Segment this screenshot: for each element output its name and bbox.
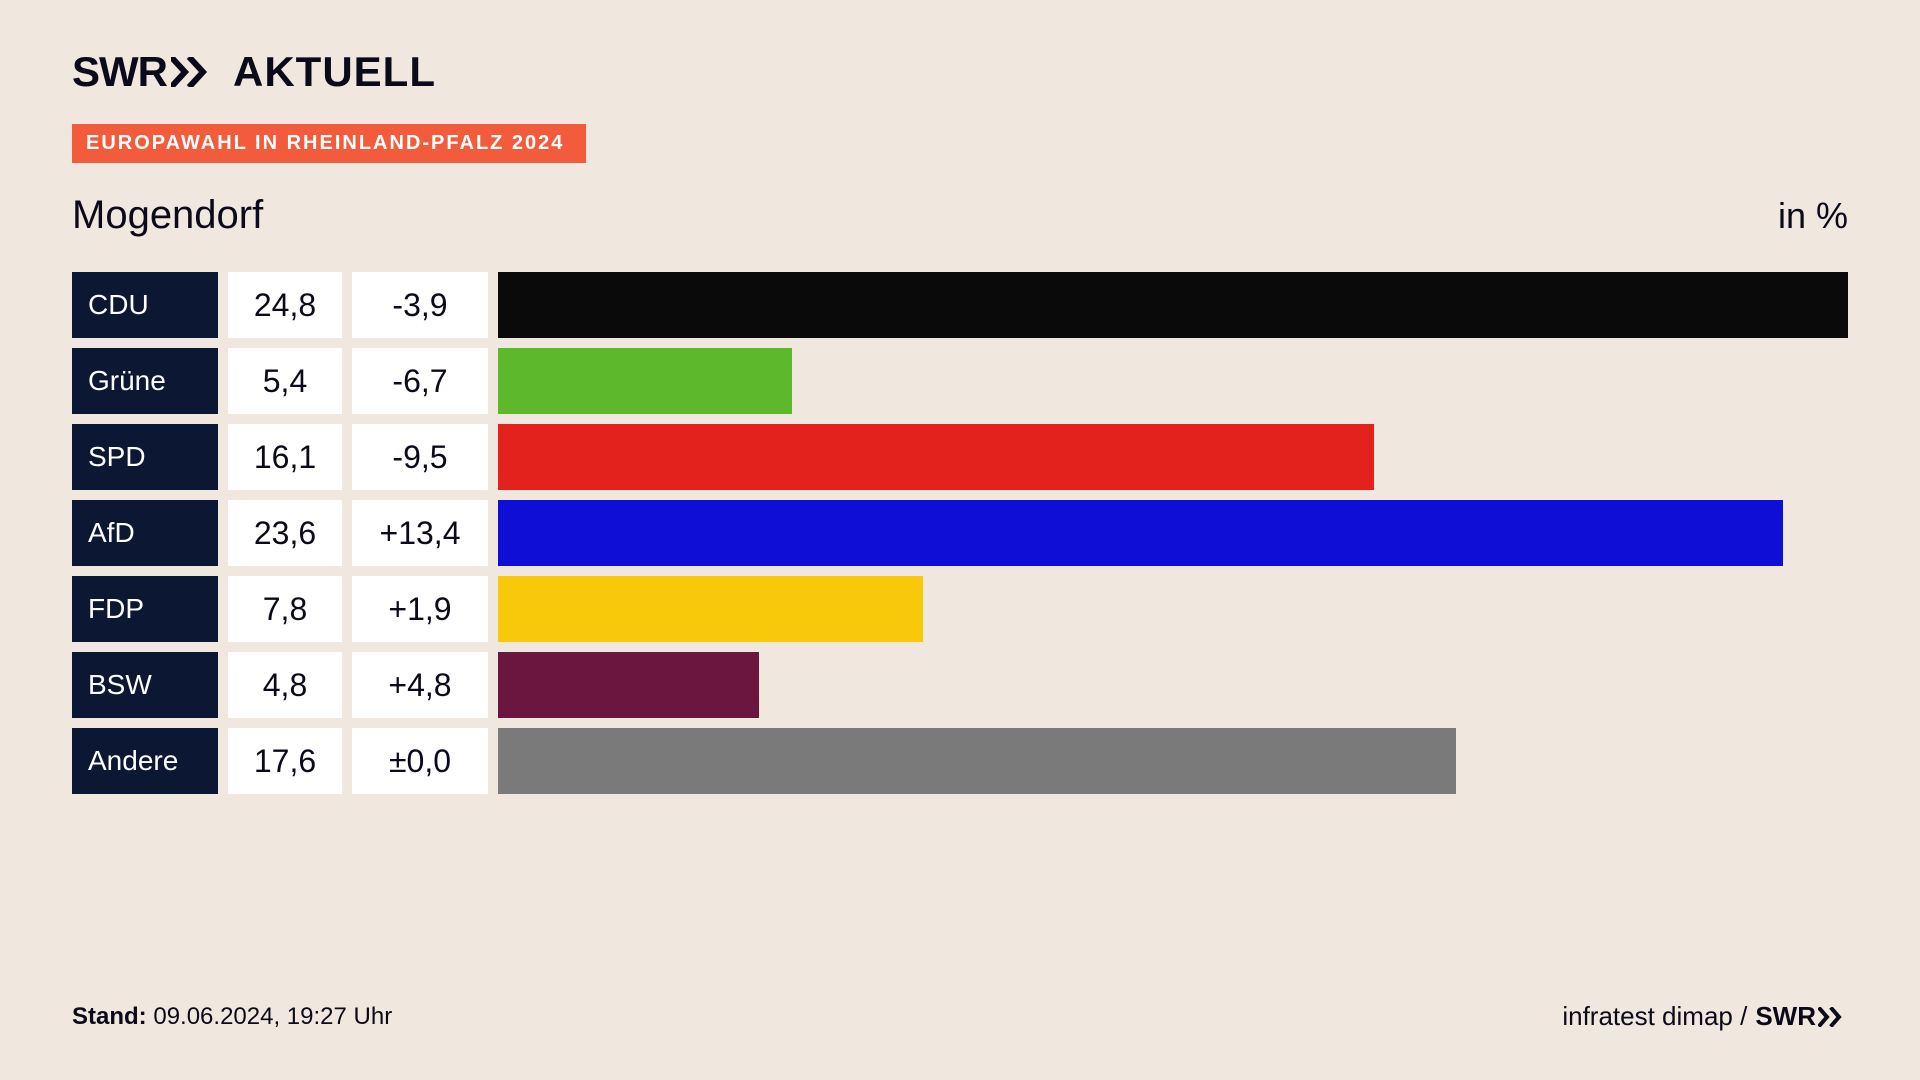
change-cell: +1,9	[352, 576, 488, 642]
chart-row: SPD16,1-9,5	[72, 424, 1848, 490]
bar	[498, 728, 1456, 794]
chart-row: Andere17,6±0,0	[72, 728, 1848, 794]
value-cell: 4,8	[228, 652, 342, 718]
party-cell: Andere	[72, 728, 218, 794]
bar	[498, 272, 1848, 338]
title-row: Mogendorf in %	[72, 193, 1848, 238]
bar	[498, 576, 923, 642]
change-cell: ±0,0	[352, 728, 488, 794]
logo-swr: SWR	[72, 48, 167, 96]
change-cell: -3,9	[352, 272, 488, 338]
party-cell: CDU	[72, 272, 218, 338]
bar-area	[498, 424, 1848, 490]
value-cell: 16,1	[228, 424, 342, 490]
chart-row: AfD23,6+13,4	[72, 500, 1848, 566]
change-cell: +13,4	[352, 500, 488, 566]
value-cell: 24,8	[228, 272, 342, 338]
footer-timestamp: Stand: 09.06.2024, 19:27 Uhr	[72, 1003, 392, 1031]
chart-row: FDP7,8+1,9	[72, 576, 1848, 642]
bar-area	[498, 652, 1848, 718]
chart-row: Grüne5,4-6,7	[72, 348, 1848, 414]
party-cell: SPD	[72, 424, 218, 490]
election-badge: EUROPAWAHL IN RHEINLAND-PFALZ 2024	[72, 124, 586, 163]
bar	[498, 348, 792, 414]
header-logo: SWR AKTUELL	[72, 48, 1848, 96]
logo-aktuell: AKTUELL	[233, 48, 436, 96]
results-chart: CDU24,8-3,9 Grüne5,4-6,7 SPD16,1-9,5 AfD23,…	[72, 272, 1848, 794]
credit-prefix: infratest dimap /	[1562, 1001, 1747, 1032]
credit-logo-text: SWR	[1755, 1001, 1816, 1032]
change-cell: -9,5	[352, 424, 488, 490]
bar-area	[498, 272, 1848, 338]
change-cell: +4,8	[352, 652, 488, 718]
swr-logo-text: SWR	[72, 48, 219, 96]
unit-label: in %	[1778, 195, 1848, 237]
party-cell: BSW	[72, 652, 218, 718]
footer: Stand: 09.06.2024, 19:27 Uhr infratest d…	[72, 1001, 1848, 1032]
bar-area	[498, 348, 1848, 414]
bar	[498, 652, 759, 718]
party-cell: AfD	[72, 500, 218, 566]
value-cell: 5,4	[228, 348, 342, 414]
stand-label: Stand:	[72, 1003, 147, 1030]
change-cell: -6,7	[352, 348, 488, 414]
logo-arrows-icon	[171, 57, 215, 87]
party-cell: Grüne	[72, 348, 218, 414]
bar-area	[498, 576, 1848, 642]
stand-value: 09.06.2024, 19:27 Uhr	[147, 1003, 393, 1030]
value-cell: 7,8	[228, 576, 342, 642]
footer-credit: infratest dimap / SWR	[1562, 1001, 1848, 1032]
location-title: Mogendorf	[72, 193, 263, 238]
chart-row: BSW4,8+4,8	[72, 652, 1848, 718]
credit-swr-logo: SWR	[1755, 1001, 1848, 1032]
value-cell: 23,6	[228, 500, 342, 566]
bar-area	[498, 500, 1848, 566]
value-cell: 17,6	[228, 728, 342, 794]
bar	[498, 500, 1783, 566]
party-cell: FDP	[72, 576, 218, 642]
credit-arrows-icon	[1818, 1007, 1848, 1027]
bar-area	[498, 728, 1848, 794]
bar	[498, 424, 1374, 490]
chart-row: CDU24,8-3,9	[72, 272, 1848, 338]
